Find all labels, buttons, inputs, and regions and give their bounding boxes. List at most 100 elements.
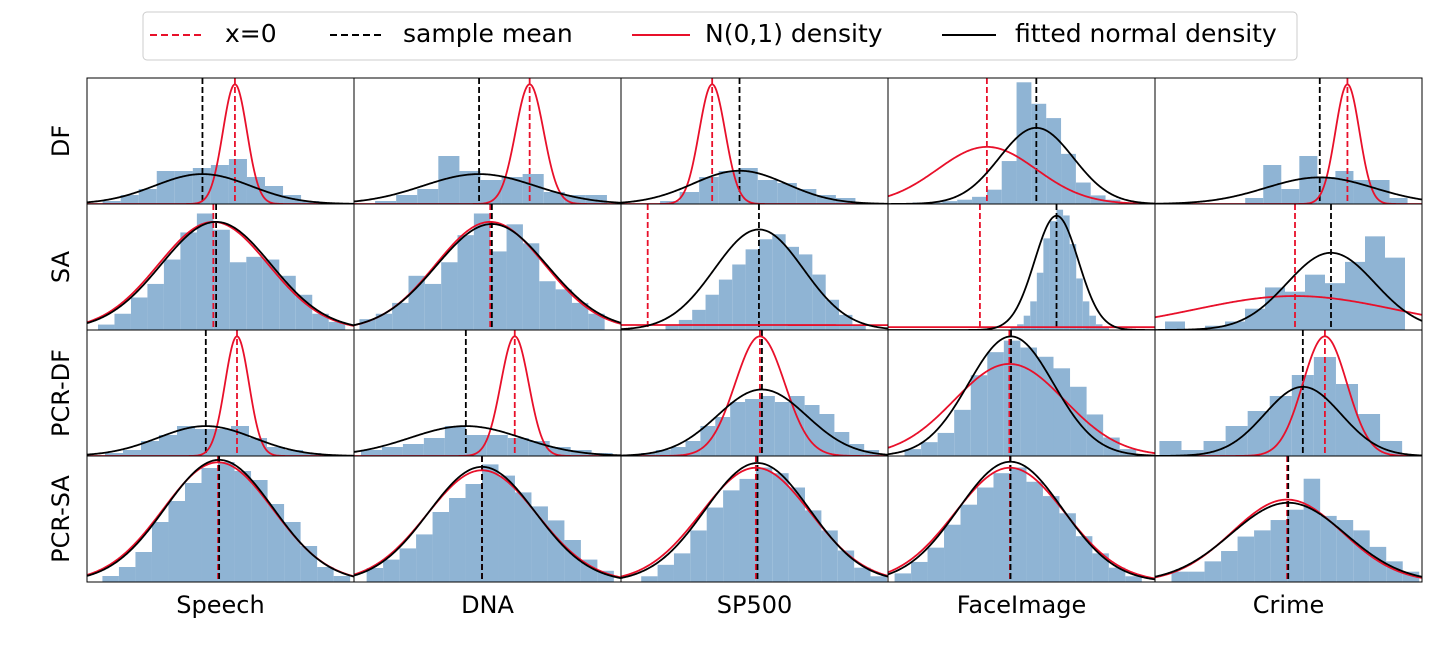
- hist-bar: [1089, 315, 1096, 330]
- fitted-curve: [87, 425, 354, 456]
- panel-plot: [87, 456, 354, 582]
- hist-bar: [755, 467, 773, 582]
- hist-bar: [196, 213, 214, 330]
- hist-bar: [1082, 301, 1090, 330]
- hist-bar: [213, 429, 231, 456]
- hist-bar: [1023, 315, 1031, 330]
- hist-bar: [1263, 165, 1282, 204]
- hist-bar: [796, 189, 817, 204]
- hist-bar: [1043, 238, 1050, 330]
- hist-bar: [482, 464, 499, 582]
- hist-bar: [1245, 198, 1264, 204]
- hist-bar: [375, 313, 393, 330]
- hist-bar: [1053, 368, 1071, 456]
- panel-plot: [888, 456, 1155, 582]
- hist-bar: [1030, 301, 1037, 330]
- hist-bar: [285, 450, 303, 456]
- panel-frame: [1154, 455, 1423, 583]
- panel: [620, 455, 889, 583]
- hist-bar: [911, 561, 928, 582]
- hist-bar: [490, 251, 507, 330]
- hist-bar: [465, 484, 483, 582]
- hist-bar: [267, 447, 285, 456]
- hist-bar: [1254, 530, 1271, 582]
- hist-bar: [123, 450, 141, 456]
- hist-bar: [657, 564, 674, 582]
- hist-bar: [730, 402, 746, 456]
- hist-bar: [564, 195, 586, 204]
- hist-bar: [381, 447, 403, 456]
- panel-plot: [621, 330, 888, 456]
- hist-bar: [539, 281, 556, 330]
- panel-plot: [621, 78, 888, 204]
- hist-bar: [531, 506, 548, 582]
- hist-bar: [1059, 513, 1076, 582]
- fitted-curve: [888, 460, 1155, 581]
- legend-label: sample mean: [403, 19, 573, 48]
- reference-curve: [1155, 295, 1422, 319]
- hist-bar: [449, 498, 466, 582]
- hist-bar: [399, 548, 417, 582]
- panel: [86, 329, 355, 457]
- column-label: FaceImage: [957, 591, 1086, 619]
- hist-bar: [1389, 198, 1408, 204]
- hist-bar: [834, 432, 850, 456]
- hist-bar: [1036, 356, 1054, 456]
- hist-bar: [333, 576, 351, 582]
- hist-bar: [1102, 327, 1110, 330]
- hist-bar: [1026, 481, 1043, 582]
- hist-bar: [174, 171, 193, 204]
- hist-bar: [1042, 496, 1060, 582]
- hist-bar: [234, 471, 252, 582]
- hist-bar: [303, 453, 321, 456]
- hist-bar: [812, 274, 826, 330]
- panel: [353, 203, 622, 331]
- hist-bar: [1108, 567, 1126, 582]
- hist-bar: [147, 283, 164, 330]
- hist-bar: [423, 438, 445, 456]
- hist-bar: [1247, 411, 1270, 456]
- hist-bar: [138, 189, 157, 204]
- panel-plot: [354, 204, 621, 330]
- hist-bar: [960, 504, 977, 582]
- hist-bar: [507, 438, 529, 456]
- hist-bar: [1245, 308, 1265, 330]
- hist-bar: [416, 534, 433, 582]
- panel-plot: [888, 330, 1155, 456]
- hist-bar: [665, 324, 679, 330]
- hist-bar: [180, 232, 197, 330]
- hist-bar: [1069, 244, 1077, 330]
- panel-plot: [87, 330, 354, 456]
- legend-label: N(0,1) density: [705, 19, 883, 48]
- hist-bar: [571, 302, 589, 330]
- hist-bar: [1188, 571, 1205, 582]
- panel: [887, 329, 1156, 457]
- hist-bar: [1320, 515, 1337, 582]
- hist-bar: [944, 524, 961, 582]
- hist-bar: [821, 530, 838, 582]
- hist-bar: [564, 540, 581, 582]
- hist-bar: [640, 453, 656, 456]
- fitted-curve: [888, 214, 1155, 330]
- panel: [353, 329, 622, 457]
- hist-bar: [1305, 274, 1325, 330]
- hist-bar: [852, 324, 866, 330]
- panel-plot: [354, 456, 621, 582]
- hist-bar: [1265, 287, 1285, 330]
- hist-bar: [785, 246, 799, 330]
- hist-bar: [723, 490, 740, 582]
- hist-bar: [1075, 536, 1093, 582]
- hist-bar: [246, 177, 265, 204]
- reference-curve: [888, 466, 1155, 580]
- hist-bar: [156, 171, 175, 204]
- hist-bar: [229, 262, 247, 330]
- hist-bar: [986, 189, 1002, 204]
- reference-curve: [888, 145, 1155, 204]
- fitted-curve: [354, 425, 621, 456]
- hist-bar: [522, 174, 544, 204]
- hist-bar: [757, 180, 778, 204]
- hist-bar: [957, 199, 973, 204]
- hist-bar: [942, 201, 958, 204]
- panel-plot: [621, 204, 888, 330]
